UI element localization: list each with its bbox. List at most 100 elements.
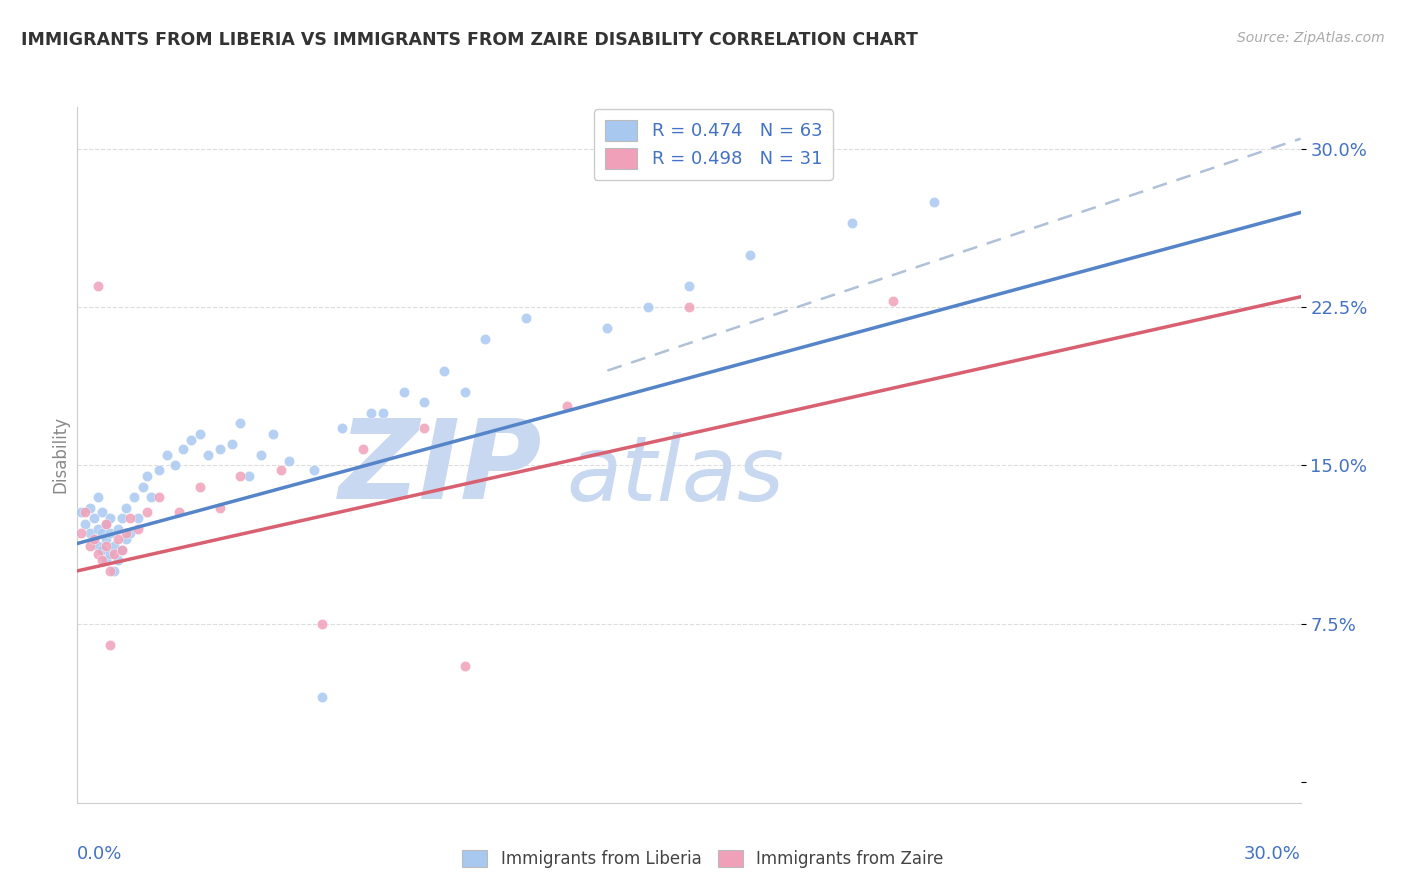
Point [75,505,97,519]
Point [188,479,211,493]
Point [453,658,475,673]
Point [172,442,194,456]
Point [453,384,475,399]
Point [94,553,117,567]
Point [111,542,134,557]
Point [127,522,149,536]
Point [371,406,394,420]
Point [270,463,292,477]
Legend: R = 0.474   N = 63, R = 0.498   N = 31: R = 0.474 N = 63, R = 0.498 N = 31 [593,109,832,179]
Point [841,216,863,230]
Point [332,420,354,434]
Text: IMMIGRANTS FROM LIBERIA VS IMMIGRANTS FROM ZAIRE DISABILITY CORRELATION CHART: IMMIGRANTS FROM LIBERIA VS IMMIGRANTS FR… [21,31,918,49]
Text: 0.0%: 0.0% [77,845,122,863]
Point [169,505,191,519]
Point [637,301,659,315]
Point [474,332,496,346]
Point [922,194,945,209]
Point [94,539,117,553]
Point [882,293,904,308]
Point [87,522,110,536]
Point [115,500,138,515]
Point [311,690,333,705]
Point [111,511,134,525]
Point [87,279,110,293]
Point [678,301,700,315]
Point [433,363,456,377]
Point [70,525,93,540]
Point [90,542,112,557]
Point [94,517,117,532]
Point [87,539,110,553]
Point [352,442,374,456]
Point [83,533,105,547]
Point [148,463,170,477]
Point [139,490,162,504]
Point [165,458,187,473]
Point [107,522,129,536]
Point [79,539,101,553]
Point [148,490,170,504]
Point [98,525,121,540]
Point [79,525,101,540]
Point [515,310,537,325]
Point [392,384,415,399]
Point [90,505,112,519]
Point [262,426,284,441]
Point [278,454,301,468]
Point [103,564,125,578]
Point [103,547,125,561]
Point [111,542,134,557]
Point [83,511,105,525]
Point [83,533,105,547]
Point [94,517,117,532]
Point [75,517,97,532]
Point [229,469,252,483]
Point [678,279,700,293]
Point [98,511,121,525]
Point [98,638,121,652]
Point [596,321,619,335]
Point [115,533,138,547]
Text: Source: ZipAtlas.com: Source: ZipAtlas.com [1237,31,1385,45]
Legend: Immigrants from Liberia, Immigrants from Zaire: Immigrants from Liberia, Immigrants from… [456,843,950,875]
Point [311,616,333,631]
Point [180,433,202,447]
Point [90,525,112,540]
Text: atlas: atlas [567,432,785,520]
Point [135,469,157,483]
Point [250,448,273,462]
Point [107,533,129,547]
Point [302,463,325,477]
Point [221,437,243,451]
Point [87,490,110,504]
Point [197,448,219,462]
Point [103,539,125,553]
Point [740,247,762,261]
Point [188,426,211,441]
Point [124,490,146,504]
Point [90,553,112,567]
Point [70,505,93,519]
Point [229,417,252,431]
Point [413,420,436,434]
Point [208,500,231,515]
Text: 30.0%: 30.0% [1244,845,1301,863]
Text: ZIP: ZIP [339,416,543,523]
Point [127,511,149,525]
Point [94,533,117,547]
Point [555,400,578,414]
Point [87,547,110,561]
Point [98,564,121,578]
Y-axis label: Disability: Disability [51,417,69,493]
Point [238,469,260,483]
Point [115,525,138,540]
Point [107,553,129,567]
Point [79,500,101,515]
Point [131,479,153,493]
Point [135,505,157,519]
Point [413,395,436,409]
Point [360,406,382,420]
Point [156,448,179,462]
Point [120,525,142,540]
